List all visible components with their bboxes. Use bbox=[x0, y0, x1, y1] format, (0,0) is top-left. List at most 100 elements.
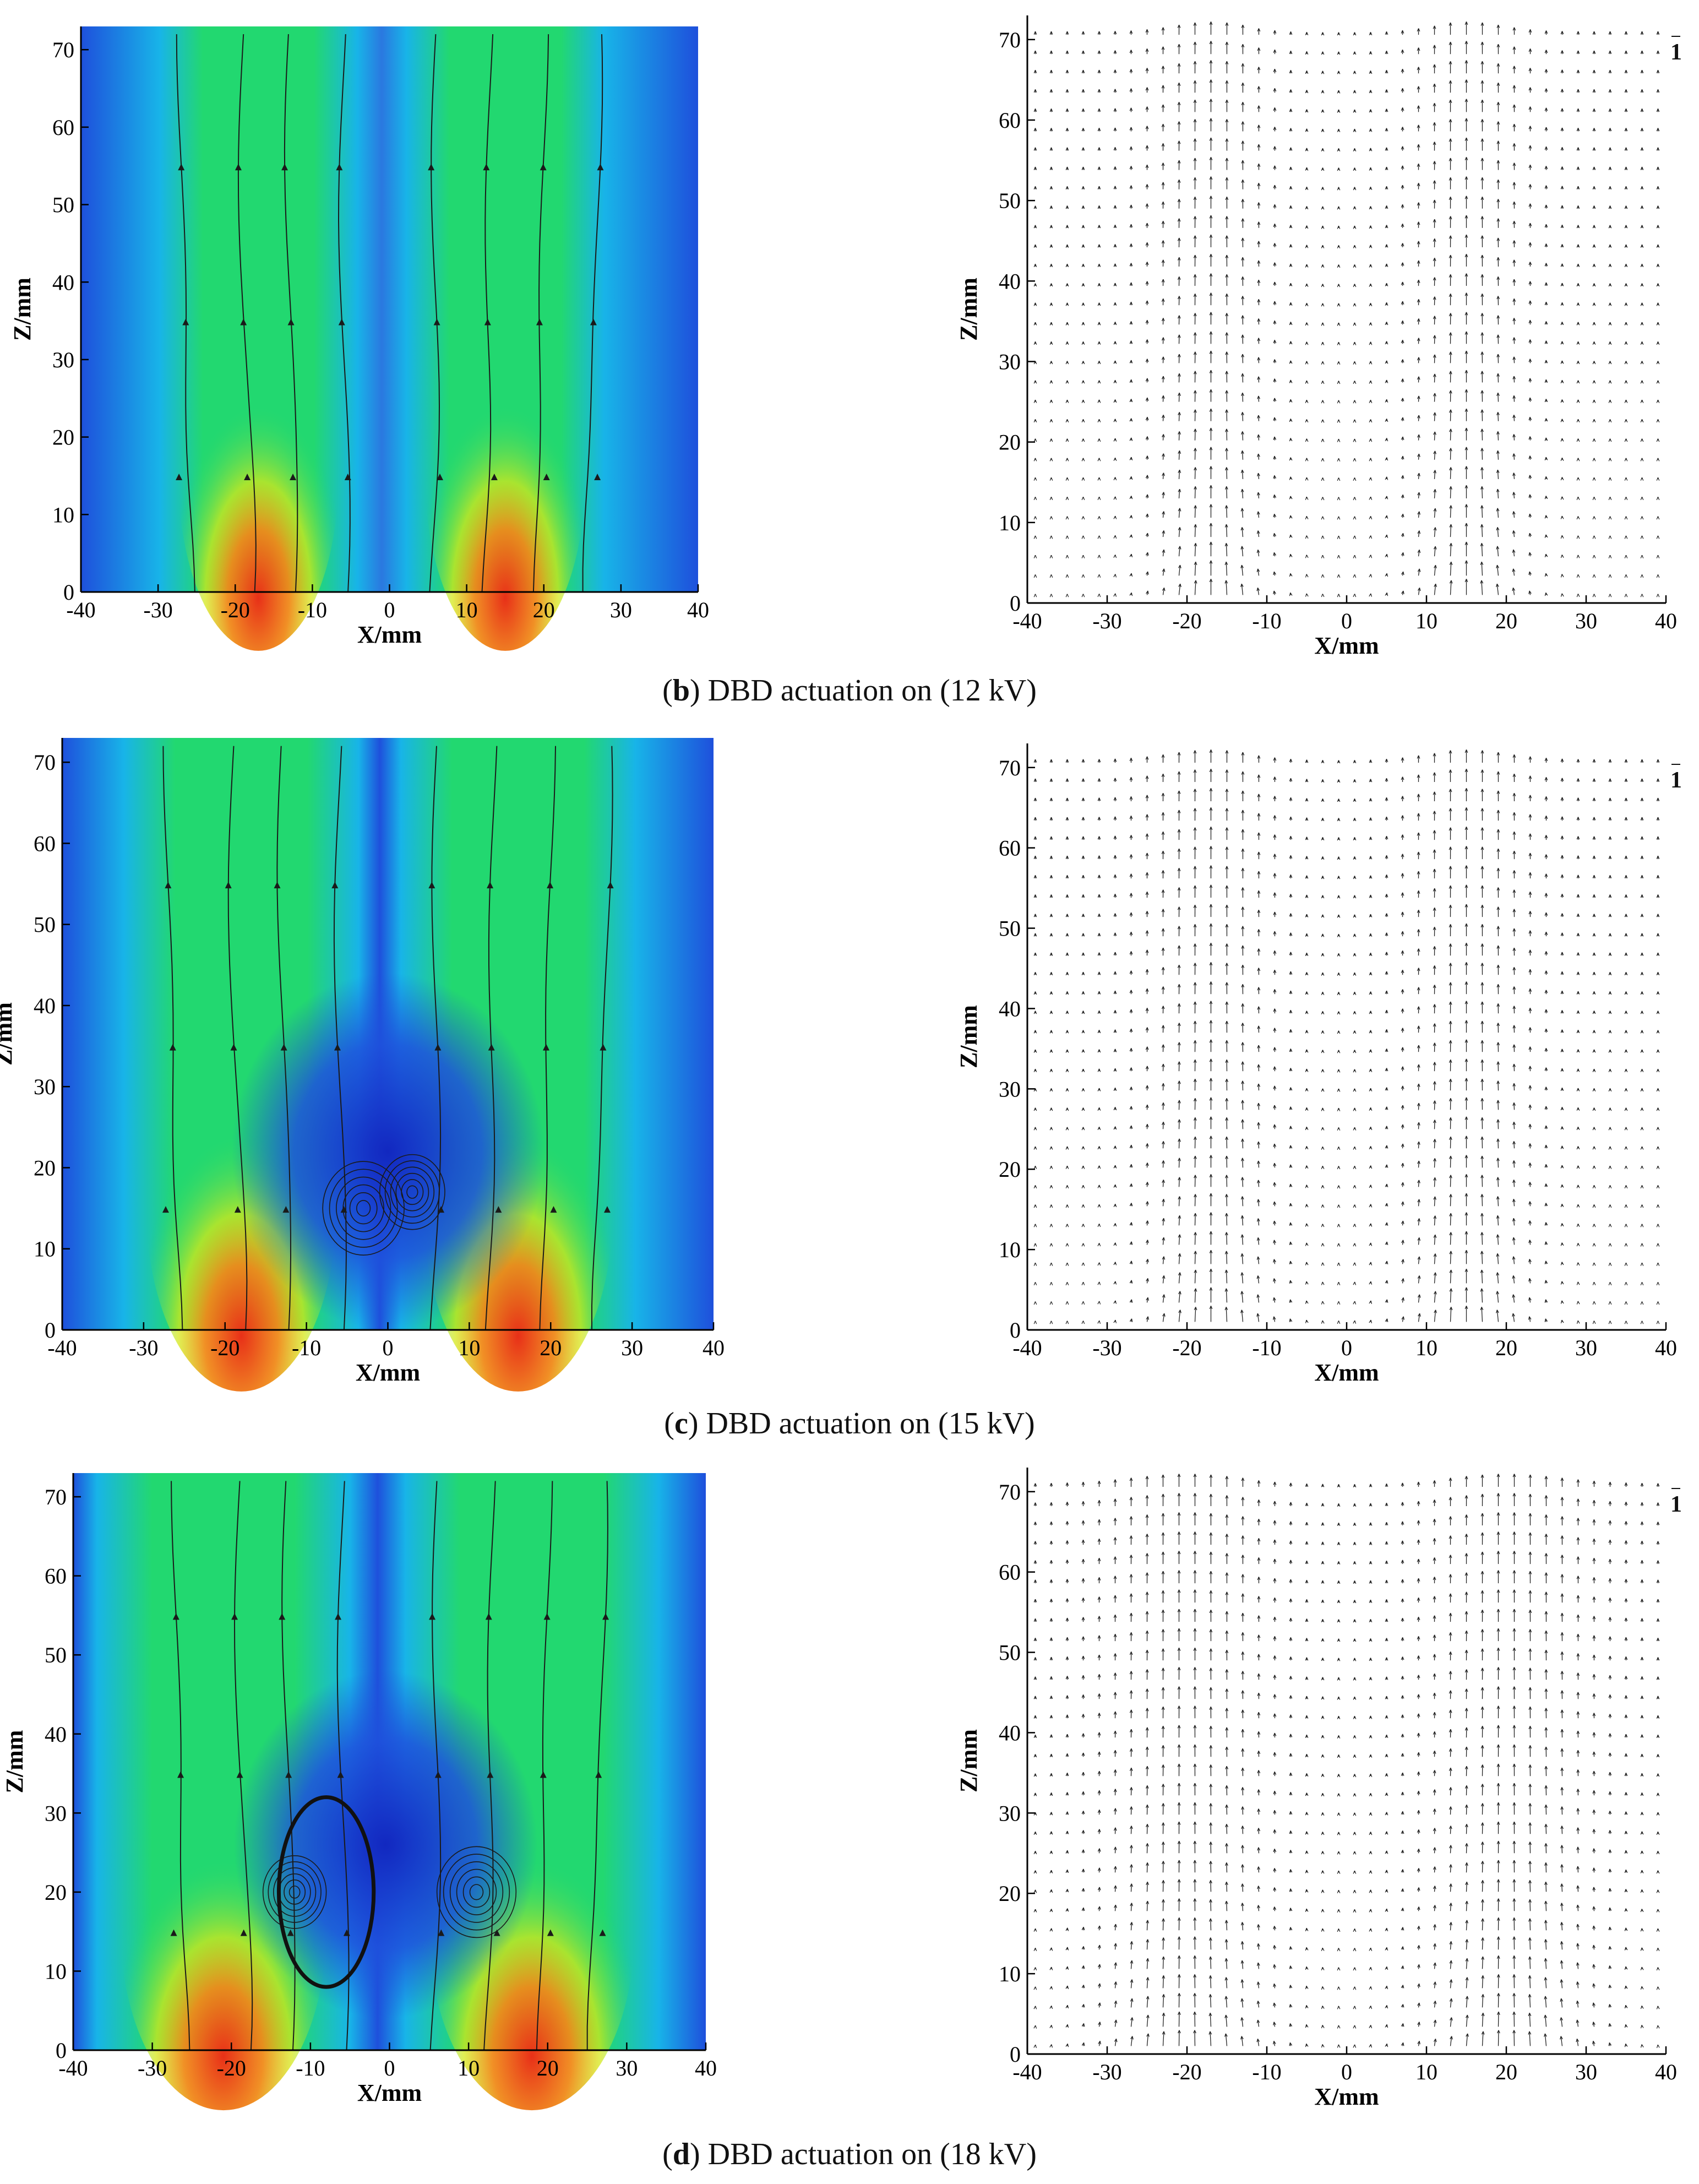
x-tick-label: 10 bbox=[456, 597, 478, 622]
velocity-vector-head bbox=[1049, 302, 1053, 306]
velocity-vector-head bbox=[1225, 80, 1229, 84]
velocity-vector-head bbox=[1129, 50, 1133, 53]
velocity-vector-head bbox=[1353, 90, 1357, 94]
velocity-vector bbox=[1241, 489, 1244, 499]
velocity-vector bbox=[1178, 470, 1180, 479]
jet-core bbox=[178, 297, 339, 651]
velocity-vector-head bbox=[1417, 86, 1420, 90]
velocity-vector-head bbox=[1097, 186, 1101, 189]
velocity-vector-head bbox=[1417, 241, 1420, 245]
velocity-vector-head bbox=[1401, 204, 1404, 208]
velocity-vector-head bbox=[1353, 341, 1357, 345]
velocity-vector-head bbox=[1161, 318, 1165, 322]
velocity-vector bbox=[1178, 527, 1180, 537]
y-tick-label: 0 bbox=[63, 580, 74, 605]
y-tick-label: 40 bbox=[34, 993, 56, 1018]
velocity-vector-head bbox=[1240, 546, 1244, 550]
velocity-vector-head bbox=[1145, 87, 1149, 91]
velocity-vector-head bbox=[1448, 197, 1452, 200]
x-tick-label: 10 bbox=[458, 1335, 480, 1360]
velocity-vector bbox=[1513, 376, 1515, 383]
velocity-vector-head bbox=[1464, 408, 1468, 412]
streamline-arrow bbox=[344, 473, 351, 480]
velocity-vector-head bbox=[1401, 436, 1404, 440]
velocity-vector-head bbox=[1353, 187, 1357, 191]
velocity-vector-head bbox=[1496, 140, 1500, 144]
velocity-vector bbox=[1482, 448, 1483, 460]
velocity-vector-head bbox=[1321, 245, 1325, 248]
velocity-vector-head bbox=[1097, 555, 1101, 558]
velocity-vector-head bbox=[1417, 472, 1420, 476]
velocity-vector bbox=[1513, 492, 1515, 499]
velocity-vector-head bbox=[1273, 146, 1277, 150]
velocity-vector-head bbox=[1273, 533, 1277, 537]
velocity-vector-head bbox=[1240, 527, 1244, 531]
velocity-vector-head bbox=[1496, 393, 1500, 396]
velocity-vector-head bbox=[1401, 398, 1404, 401]
velocity-vector-head bbox=[1257, 164, 1261, 167]
velocity-vector-head bbox=[1385, 51, 1388, 55]
recirculation-region bbox=[231, 973, 544, 1330]
velocity-vector-head bbox=[1113, 282, 1117, 286]
velocity-vector-head bbox=[1273, 224, 1277, 227]
velocity-vector-head bbox=[1240, 488, 1244, 492]
velocity-vector-head bbox=[1401, 107, 1404, 111]
velocity-vector-head bbox=[1401, 571, 1404, 575]
velocity-vector-head bbox=[1353, 361, 1357, 365]
velocity-vector-head bbox=[1321, 128, 1325, 132]
velocity-vector-head bbox=[1385, 573, 1388, 577]
velocity-vector bbox=[1513, 356, 1515, 363]
velocity-vector-head bbox=[1113, 108, 1117, 112]
velocity-vector-head bbox=[1129, 515, 1133, 519]
velocity-vector-head bbox=[1480, 351, 1484, 355]
velocity-vector bbox=[1194, 562, 1196, 576]
velocity-vector-head bbox=[1385, 70, 1388, 74]
velocity-vector-head bbox=[1480, 119, 1484, 123]
velocity-vector-head bbox=[1033, 186, 1037, 190]
velocity-vector-head bbox=[1081, 477, 1085, 481]
x-tick-label: -10 bbox=[1252, 609, 1281, 633]
velocity-vector-head bbox=[1273, 204, 1277, 208]
velocity-vector-head bbox=[1161, 143, 1165, 147]
velocity-vector-head bbox=[1097, 283, 1101, 287]
velocity-vector-head bbox=[1273, 165, 1277, 169]
velocity-vector-head bbox=[1433, 489, 1437, 493]
velocity-vector-head bbox=[1081, 458, 1085, 461]
velocity-vector bbox=[1162, 472, 1164, 479]
velocity-vector-head bbox=[1065, 497, 1069, 501]
velocity-vector-head bbox=[1464, 195, 1468, 199]
velocity-vector-head bbox=[1273, 495, 1277, 498]
velocity-vector-head bbox=[1353, 458, 1357, 462]
x-tick-label: 30 bbox=[610, 597, 632, 622]
velocity-vector-head bbox=[1464, 137, 1468, 141]
velocity-vector-head bbox=[1129, 127, 1133, 131]
velocity-vector-head bbox=[1512, 221, 1516, 225]
velocity-vector bbox=[1178, 431, 1180, 441]
velocity-vector-head bbox=[1193, 216, 1197, 220]
velocity-vector-head bbox=[1512, 453, 1516, 457]
velocity-vector bbox=[1241, 584, 1244, 595]
velocity-vector-head bbox=[1353, 497, 1357, 501]
velocity-vector-head bbox=[1097, 147, 1101, 151]
velocity-vector-head bbox=[1496, 564, 1499, 568]
velocity-vector-head bbox=[1385, 263, 1388, 267]
velocity-vector-head bbox=[1289, 51, 1293, 55]
velocity-vector-head bbox=[1129, 496, 1133, 499]
streamline-arrow bbox=[543, 473, 550, 480]
velocity-vector-head bbox=[1081, 574, 1085, 578]
velocity-vector-head bbox=[1129, 321, 1133, 325]
streamline-arrow bbox=[281, 164, 288, 171]
velocity-vector-head bbox=[1353, 109, 1357, 113]
velocity-vector-head bbox=[1113, 399, 1117, 403]
velocity-vector-head bbox=[1448, 138, 1452, 142]
velocity-vector-head bbox=[1113, 244, 1117, 248]
velocity-vector-head bbox=[1496, 44, 1500, 47]
x-tick-label: 20 bbox=[533, 597, 555, 622]
reference-vector-label: 1 bbox=[1670, 40, 1682, 65]
velocity-vector-head bbox=[1177, 140, 1181, 144]
velocity-vector-head bbox=[1321, 303, 1325, 307]
velocity-vector-head bbox=[1448, 274, 1452, 278]
velocity-vector-head bbox=[1209, 331, 1213, 335]
y-tick-label: 0 bbox=[1010, 591, 1021, 616]
velocity-vector-head bbox=[1337, 284, 1341, 287]
